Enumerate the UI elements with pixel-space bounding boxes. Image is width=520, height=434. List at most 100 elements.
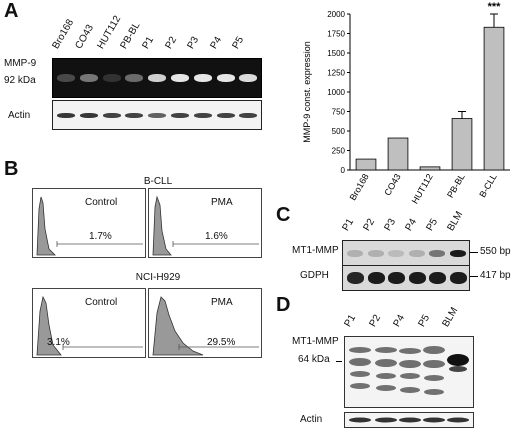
mmp9-band — [57, 74, 75, 82]
actin-band — [216, 112, 235, 118]
chart-x-tick-label: PB-BL — [445, 172, 467, 200]
lane-label-a-co43: CO43 — [72, 22, 96, 51]
mt1-mmp-band — [388, 249, 404, 257]
kda-64-label: 64 kDa — [298, 354, 330, 365]
lane-label-c-p2: P2 — [361, 216, 378, 233]
mt1-mmp-gel — [342, 240, 470, 266]
mmp9-band — [79, 74, 98, 82]
actin-band — [171, 112, 189, 118]
chart-y-tick-label: 1750 — [327, 30, 345, 39]
percent-label: 1.6% — [205, 231, 228, 242]
actin-band — [148, 112, 167, 118]
mmp9-label: MMP-9 — [4, 58, 37, 69]
mmp9-band — [239, 74, 258, 82]
gdph-band — [429, 272, 446, 284]
kda-64-tick — [336, 361, 342, 362]
gdph-band — [347, 272, 364, 284]
mt1-mmp-label-c: MT1-MMP — [292, 245, 339, 256]
actin-label-a: Actin — [8, 110, 31, 121]
chart-y-tick-label: 500 — [332, 127, 346, 136]
lane-label-d-blm: BLM — [440, 305, 461, 329]
histogram-bcll-pma — [152, 195, 259, 256]
lane-label-c-p1: P1 — [340, 216, 357, 233]
flow-plot-ncih929-control: Control 3.1% — [32, 288, 146, 358]
kda-92-label: 92 kDa — [4, 75, 36, 86]
mmp9-band — [125, 74, 144, 82]
bar-co43 — [387, 137, 409, 171]
mmp9-band — [216, 74, 235, 82]
bp-417-label: 417 bp — [480, 270, 511, 281]
mt1-mmp-band — [449, 249, 466, 257]
actin-label-d: Actin — [300, 414, 323, 425]
panel-a-letter: A — [4, 0, 19, 22]
gdph-gel — [342, 265, 470, 291]
percent-label: 1.7% — [89, 231, 112, 242]
bp-550-tick — [470, 252, 478, 253]
actin-band — [79, 112, 98, 118]
flow-plot-ncih929-pma: PMA 29.5% — [148, 288, 262, 358]
chart-y-tick-label: 1500 — [327, 49, 345, 58]
mmp9-band — [171, 74, 189, 82]
mmp9-band — [102, 74, 121, 82]
gdph-band — [408, 272, 426, 284]
lane-label-a-p1: P1 — [140, 34, 157, 51]
gdph-band — [367, 272, 385, 284]
actin-band — [102, 112, 121, 118]
lane-label-a-bro168: Bro168 — [50, 17, 77, 52]
significance-stars: *** — [488, 2, 502, 13]
chart-x-tick-label: Bro168 — [348, 172, 371, 202]
panel-d-letter: D — [276, 294, 291, 316]
chart-y-tick-label: 1250 — [327, 69, 345, 78]
flow-plot-bcll-pma: PMA 1.6% — [148, 188, 262, 258]
lane-label-a-p2: P2 — [162, 34, 179, 51]
lane-label-a-pb-bl: PB-BL — [117, 20, 142, 51]
mmp9-band — [148, 74, 167, 82]
chart-y-axis-label: MMP-9 const. expression — [302, 41, 312, 143]
group-title-bcll: B-CLL — [143, 176, 173, 187]
actin-band — [57, 112, 75, 118]
lane-label-d-p5: P5 — [415, 312, 432, 329]
mt1-mmp-band — [367, 249, 384, 257]
lane-label-a-p4: P4 — [207, 34, 224, 51]
lane-label-d-p1: P1 — [342, 312, 359, 329]
chart-x-tick-label: CO43 — [382, 172, 402, 197]
bp-550-label: 550 bp — [480, 246, 511, 257]
lane-label-d-p4: P4 — [391, 312, 408, 329]
lane-label-c-p3: P3 — [382, 216, 399, 233]
actin-blot-a — [52, 100, 262, 130]
lane-label-d-p2: P2 — [366, 312, 383, 329]
actin-band — [239, 112, 258, 118]
gdph-label: GDPH — [300, 270, 329, 281]
percent-label: 29.5% — [207, 337, 236, 348]
mmp9-blot — [52, 58, 262, 98]
panel-b-letter: B — [4, 158, 19, 180]
actin-band — [193, 112, 212, 118]
mmp9-bar-chart: MMP-9 const. expression 0 250 500 750 1000 12… — [302, 2, 510, 205]
actin-blot-d — [344, 412, 474, 428]
histogram-ncih929-pma — [152, 296, 259, 356]
lane-label-c-blm: BLM — [445, 209, 466, 233]
histogram-ncih929-control — [36, 295, 143, 356]
chart-x-tick-label: HUT112 — [410, 172, 435, 205]
mt1-mmp-band — [347, 249, 363, 257]
chart-y-tick-label: 750 — [332, 108, 346, 117]
mt1-mmp-western-blot — [344, 336, 474, 408]
lane-label-c-p5: P5 — [424, 216, 441, 233]
histogram-bcll-control — [36, 196, 143, 256]
bp-417-tick — [470, 276, 478, 277]
gdph-band — [449, 272, 467, 284]
flow-plot-bcll-control: Control 1.7% — [32, 188, 146, 258]
bar-bro168 — [355, 158, 377, 171]
mmp9-band — [193, 74, 212, 82]
chart-y-tick-label: 2000 — [327, 10, 345, 19]
chart-y-tick-label: 0 — [341, 166, 346, 175]
chart-y-tick-label: 250 — [332, 147, 346, 156]
chart-x-tick-label: B-CLL — [477, 172, 498, 199]
chart-y-tick-label: 1000 — [327, 88, 345, 97]
mt1-mmp-band — [429, 249, 445, 257]
percent-label: 3.1% — [47, 337, 70, 348]
lane-label-a-p5: P5 — [230, 34, 247, 51]
condition-label: Control — [85, 197, 118, 208]
mt1-mmp-band — [408, 249, 425, 257]
panel-c-letter: C — [276, 204, 291, 226]
